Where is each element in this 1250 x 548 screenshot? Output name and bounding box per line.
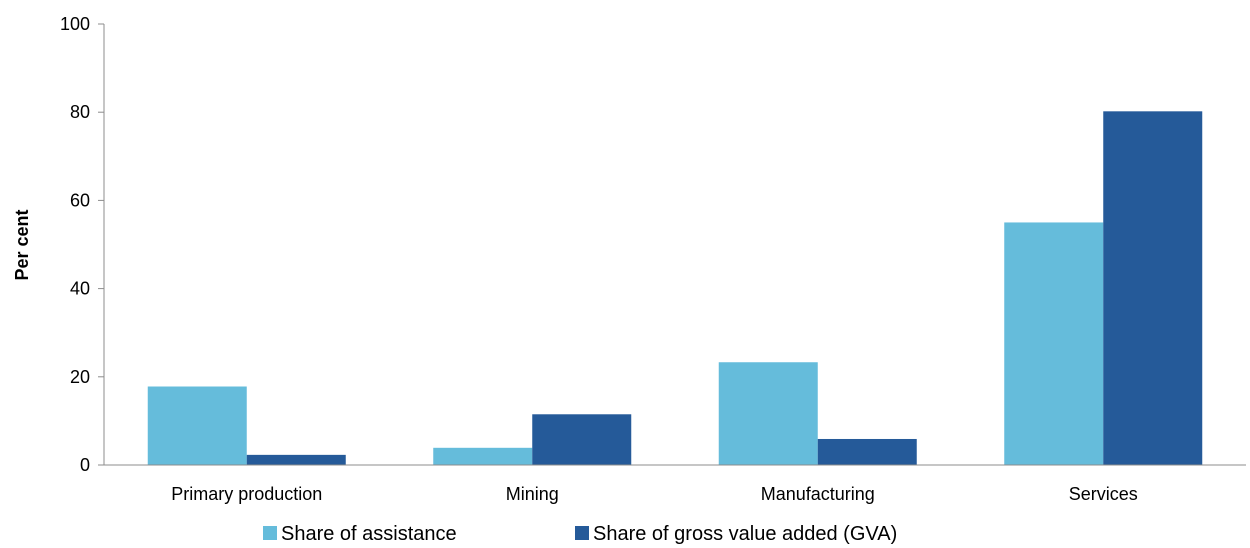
y-axis-label: Per cent xyxy=(12,209,32,280)
y-tick-label: 20 xyxy=(70,367,90,387)
bar-share-of-assistance xyxy=(433,447,533,465)
y-tick-label: 0 xyxy=(80,455,90,475)
y-tick-label: 100 xyxy=(60,14,90,34)
y-tick-label: 60 xyxy=(70,190,90,210)
x-axis: Primary production Mining Manufacturing Ser… xyxy=(104,464,1246,504)
legend-swatch xyxy=(575,526,589,540)
bar-share-of-gva xyxy=(1103,111,1203,466)
bars xyxy=(147,111,1203,466)
bar-share-of-assistance xyxy=(1004,222,1104,465)
legend: Share of assistance Share of gross value … xyxy=(263,523,897,545)
y-axis: 0 20 40 60 80 100 xyxy=(60,14,105,475)
y-tick-label: 40 xyxy=(70,279,90,299)
bar-share-of-gva xyxy=(817,438,917,465)
bar-share-of-assistance xyxy=(147,386,247,465)
x-tick-label: Mining xyxy=(506,484,559,504)
x-tick-label: Services xyxy=(1069,484,1138,504)
x-tick-label: Primary production xyxy=(171,484,322,504)
bar-share-of-gva xyxy=(246,454,346,465)
legend-entry: Share of gross value added (GVA) xyxy=(593,523,897,545)
x-tick-label: Manufacturing xyxy=(761,484,875,504)
legend-entry: Share of assistance xyxy=(281,523,457,545)
y-tick-label: 80 xyxy=(70,102,90,122)
legend-swatch xyxy=(263,526,277,540)
bar-share-of-assistance xyxy=(718,362,818,465)
bar-share-of-gva xyxy=(532,414,632,465)
